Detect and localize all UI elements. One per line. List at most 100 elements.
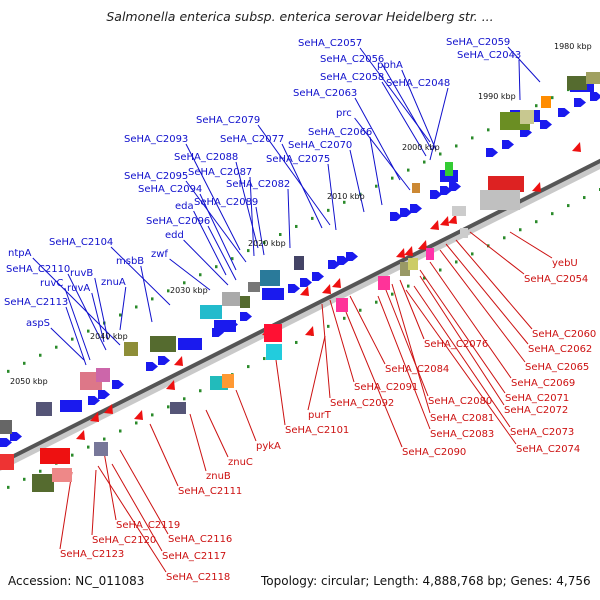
leader-line — [349, 149, 365, 213]
gene-block — [240, 296, 250, 308]
tick-mark — [7, 485, 10, 489]
gene-label: SeHA_C2066 — [308, 127, 372, 138]
gene-block — [445, 162, 453, 176]
leader-line — [67, 273, 107, 351]
leader-line — [103, 451, 117, 521]
gene-arrow — [486, 148, 498, 157]
gene-label: ruvC — [40, 278, 63, 289]
gene-label: SeHA_C2120 — [92, 535, 156, 546]
tick-mark — [407, 168, 410, 172]
gene-block — [94, 442, 108, 456]
gene-block — [0, 420, 12, 434]
tick-mark — [263, 241, 266, 245]
gene-block — [567, 76, 587, 90]
leader-line — [257, 124, 331, 226]
gene-label: SeHA_C2094 — [138, 184, 202, 195]
gene-arrow — [98, 390, 110, 399]
tick-mark — [87, 445, 90, 449]
leader-line — [50, 327, 85, 361]
gene-arrow — [346, 252, 358, 261]
tick-label: 2020 kbp — [248, 239, 286, 248]
gene-label: yebU — [552, 258, 578, 269]
gene-label: SeHA_C2091 — [354, 382, 418, 393]
leader-line — [110, 246, 171, 306]
gene-label: SeHA_C2073 — [510, 427, 574, 438]
leader-line — [369, 136, 383, 206]
gene-label: znuB — [206, 471, 231, 482]
tick-mark — [119, 429, 122, 433]
gene-arrow — [134, 410, 143, 420]
tick-mark — [263, 357, 266, 361]
gene-label: SeHA_C2058 — [320, 72, 384, 83]
leader-line — [275, 359, 286, 426]
gene-label: SeHA_C2104 — [49, 237, 113, 248]
gene-label: pykA — [256, 441, 281, 452]
gene-block — [248, 282, 260, 292]
gene-block — [200, 305, 222, 319]
tick-mark — [455, 260, 458, 264]
gene-label: SeHA_C2119 — [116, 520, 180, 531]
tick-labels: 1980 kbp 1990 kbp 2000 kbp 2010 kbp 2020 kbp… — [10, 42, 592, 386]
gene-label: SeHA_C2096 — [146, 216, 210, 227]
gene-label: SeHA_C2087 — [188, 167, 252, 178]
tick-mark — [567, 204, 570, 208]
gene-arrow — [300, 286, 309, 296]
gene-arrow — [76, 430, 85, 440]
tick-mark — [135, 305, 138, 309]
leader-line — [307, 335, 326, 411]
gene-arrow — [0, 438, 12, 447]
leader-line — [401, 69, 437, 151]
genome-summary-text: Topology: circular; Length: 4,888,768 bp… — [261, 574, 591, 588]
tick-mark — [487, 128, 490, 132]
gene-label: SeHA_C2074 — [516, 444, 580, 455]
gene-label: ruvB — [70, 268, 93, 279]
tick-mark — [551, 212, 554, 216]
gene-label: znuA — [101, 277, 126, 288]
gene-arrow — [337, 256, 349, 265]
gene-arrow — [440, 216, 449, 226]
leader-line — [91, 469, 97, 536]
plus-strand-genes — [0, 72, 600, 447]
leader-line — [281, 143, 323, 229]
gene-block — [378, 276, 390, 290]
leader-line — [255, 206, 265, 256]
tick-label: 2040 kbp — [90, 332, 128, 341]
gene-arrow — [532, 182, 541, 192]
tick-mark — [7, 369, 10, 373]
leader-line — [140, 265, 153, 323]
leader-line — [391, 283, 431, 414]
gene-block — [170, 402, 186, 414]
gene-label: aspS — [26, 318, 50, 329]
tick-label: 2050 kbp — [10, 377, 48, 386]
gene-label: SeHA_C2083 — [430, 429, 494, 440]
gene-arrow — [449, 182, 461, 191]
leader-line — [381, 63, 433, 151]
leader-line — [287, 188, 291, 249]
tick-mark — [391, 292, 394, 296]
leader-line — [193, 210, 227, 276]
gene-block — [96, 368, 110, 382]
gene-label: SeHA_C2080 — [428, 396, 492, 407]
tick-mark — [71, 337, 74, 341]
gene-label: znuC — [228, 457, 253, 468]
gene-block — [336, 298, 348, 312]
tick-mark — [471, 136, 474, 140]
gene-arrow — [312, 272, 324, 281]
gene-block — [412, 183, 420, 193]
tick-mark — [199, 389, 202, 393]
gene-block — [541, 96, 551, 108]
tick-mark — [39, 469, 42, 473]
tick-mark — [71, 453, 74, 457]
leader-line — [149, 423, 179, 487]
leader-line — [205, 409, 229, 458]
gene-label: SeHA_C2072 — [504, 405, 568, 416]
leader-line — [185, 180, 247, 263]
gene-label: prc — [336, 108, 352, 119]
tick-mark — [183, 281, 186, 285]
tick-mark — [519, 228, 522, 232]
tick-mark — [551, 96, 554, 100]
leader-line — [399, 279, 425, 340]
gene-label: SeHA_C2070 — [288, 140, 352, 151]
leader-line — [189, 413, 207, 472]
gene-block — [262, 288, 284, 300]
